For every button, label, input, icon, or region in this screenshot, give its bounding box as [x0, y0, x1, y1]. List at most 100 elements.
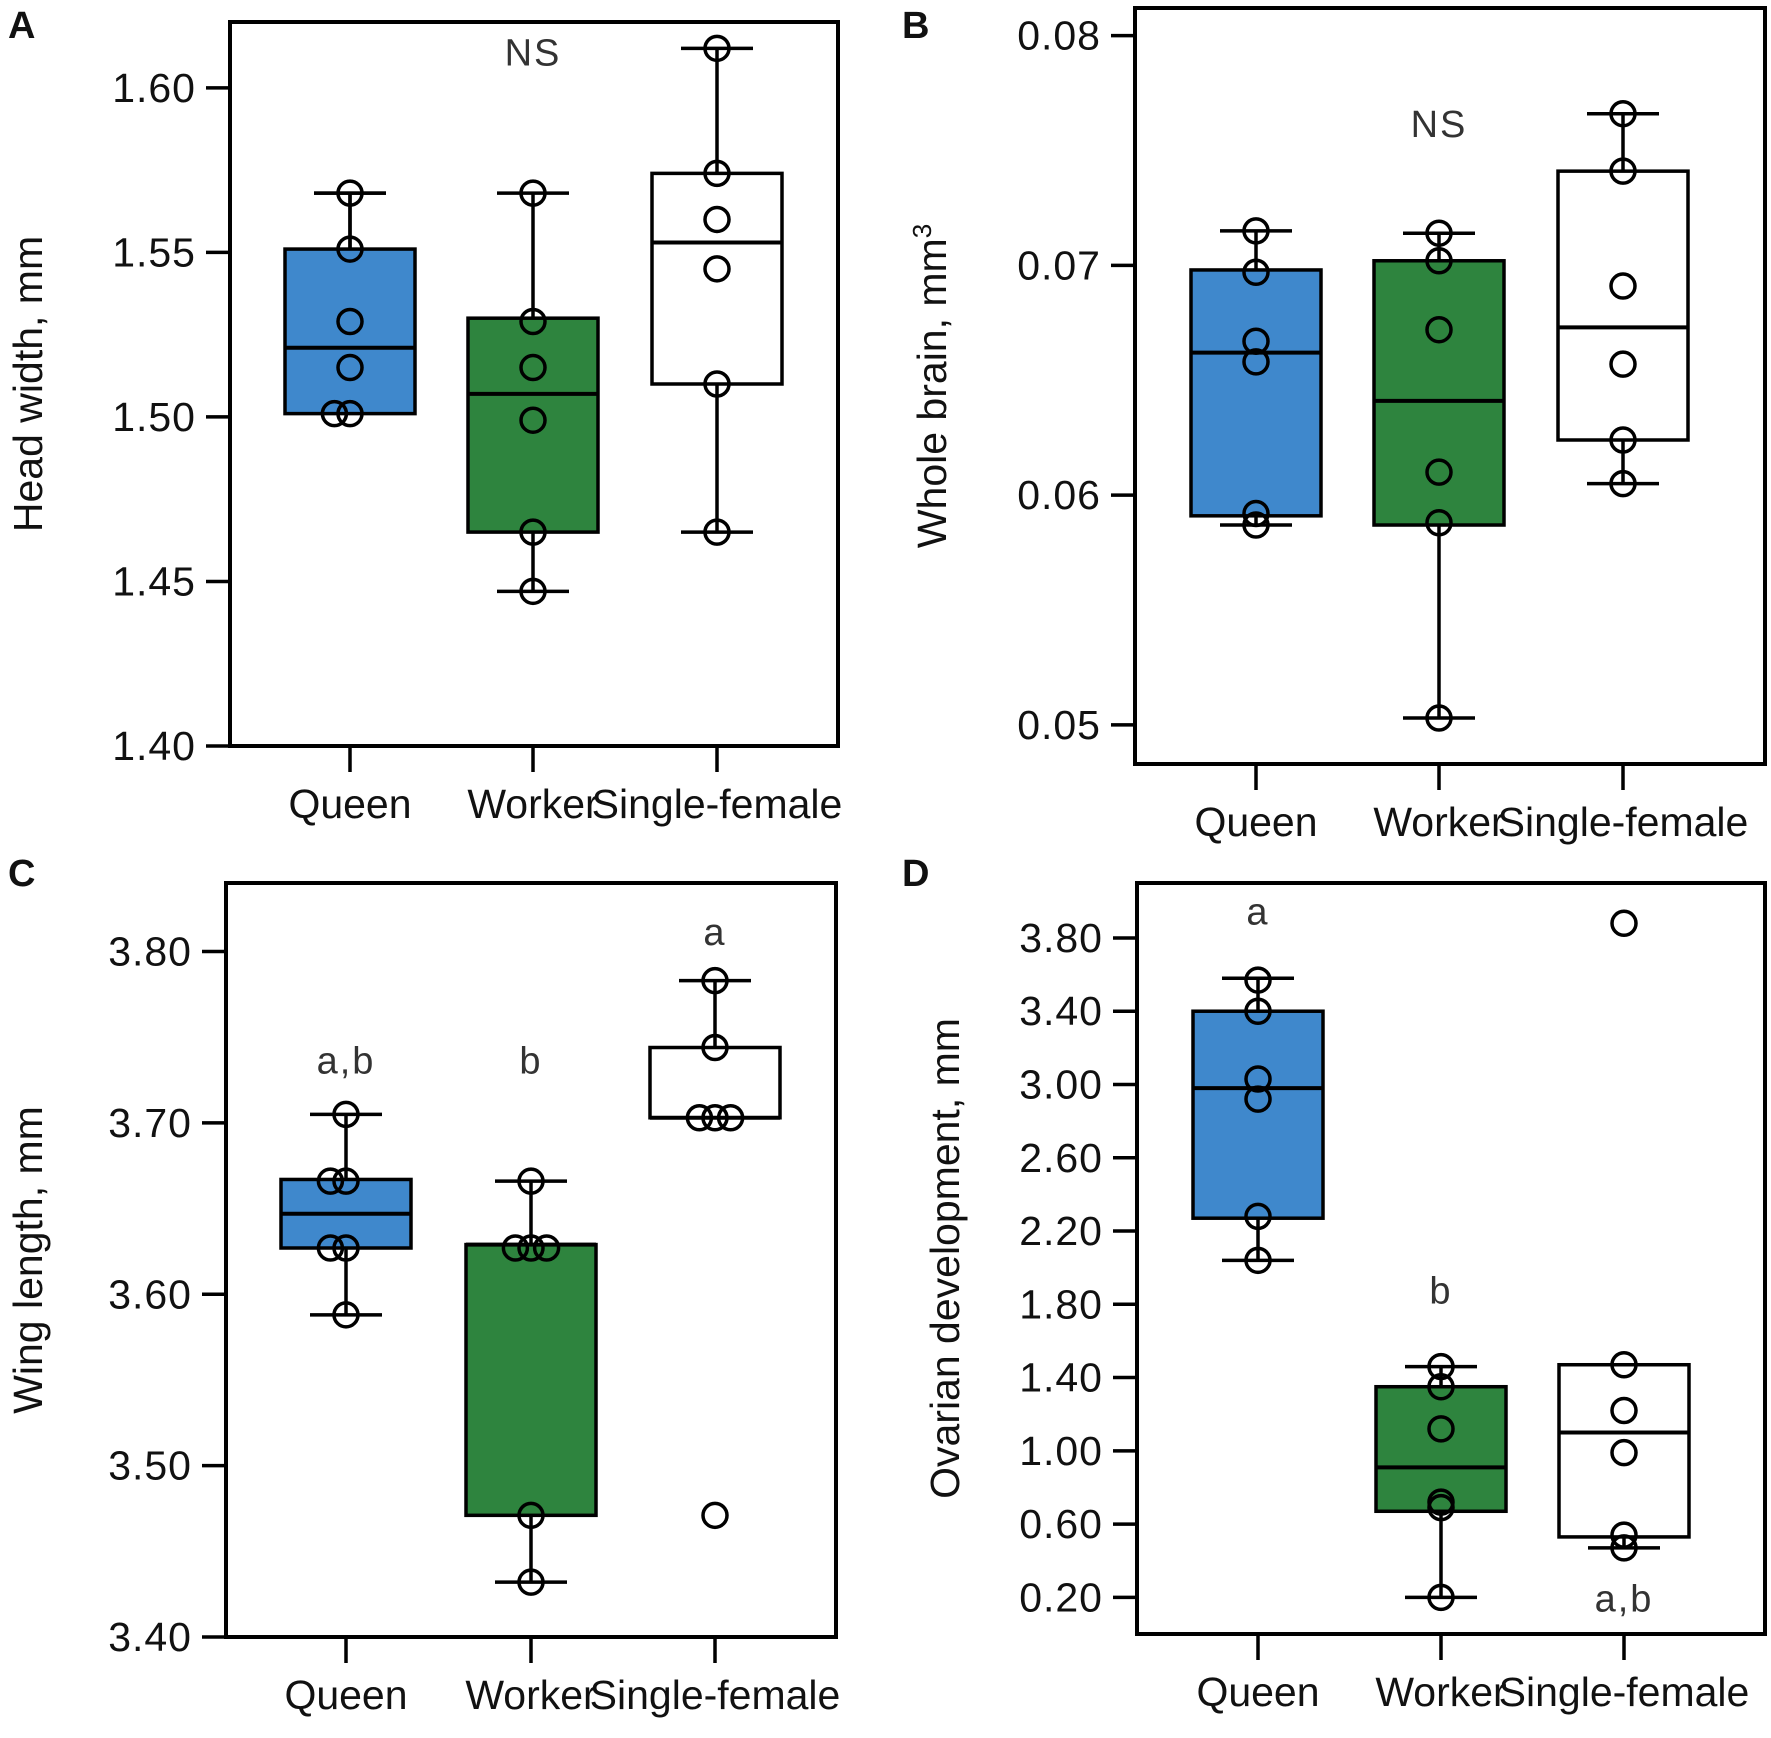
data-point-queen [1244, 1085, 1272, 1113]
data-point-worker [1425, 704, 1453, 732]
significance-label: NS [505, 33, 562, 75]
data-point-single-female [703, 518, 731, 546]
data-point-queen [332, 1234, 360, 1262]
y-tick-label: 0.07 [1017, 242, 1101, 288]
panel-letter: B [902, 5, 929, 47]
box-single-female [650, 171, 784, 386]
data-point-worker [1427, 1583, 1455, 1612]
y-tick-label: 3.40 [1019, 988, 1103, 1034]
data-point-single-female [1609, 426, 1637, 454]
data-point-queen [1244, 1202, 1272, 1231]
data-point-queen [1242, 217, 1270, 245]
data-point-queen [320, 399, 349, 428]
y-tick-label: 1.50 [112, 394, 196, 440]
data-point-single-female [1610, 1534, 1638, 1562]
y-tick-label: 3.80 [108, 929, 192, 975]
data-point-queen [336, 179, 364, 207]
y-axis-title: Ovarian development, mm [922, 1018, 968, 1499]
y-tick-label: 3.50 [108, 1443, 192, 1489]
data-point-single-female [701, 1104, 729, 1132]
data-point-single-female [716, 1104, 745, 1132]
y-tick-label: 2.20 [1019, 1208, 1103, 1254]
box-worker [1372, 259, 1506, 527]
x-tick-label-queen: Queen [1194, 799, 1317, 845]
y-axis-title: Whole brain, mm3 [907, 224, 955, 548]
significance-label: a,b [317, 1041, 376, 1083]
panel-a: A 1.40 1.45 1.50 1.55 1.60 Head width, mm Queen… [5, 5, 842, 827]
data-point-single-female [703, 34, 731, 63]
data-point-single-female [703, 205, 731, 234]
data-point-queen [1244, 966, 1272, 994]
data-point-worker [1427, 1352, 1455, 1381]
data-point-queen [336, 235, 364, 263]
x-tick-label-single-female: Single-female [1498, 799, 1749, 845]
data-point-single-female [1610, 1350, 1638, 1379]
box-queen [1189, 268, 1323, 518]
y-axis-title: Wing length, mm [5, 1106, 51, 1414]
data-point-single-female [701, 1033, 729, 1062]
box-queen [1191, 1009, 1325, 1220]
x-tick-label-queen: Queen [1196, 1669, 1319, 1715]
plot-frame [228, 20, 840, 748]
x-tick-label-worker: Worker [1373, 799, 1504, 845]
data-point-queen [336, 353, 364, 382]
box-single-female [1556, 169, 1690, 442]
y-tick-label: 1.40 [1019, 1355, 1103, 1401]
data-point-queen [336, 399, 364, 428]
data-point-single-female [1610, 1521, 1638, 1549]
panel-b: B 0.05 0.06 0.07 0.08 Whole brain, mm3 Queen Wo… [902, 5, 1767, 845]
box-single-female [1557, 1362, 1691, 1539]
data-point-single-female [1610, 1396, 1638, 1425]
y-tick-label: 0.05 [1017, 702, 1101, 748]
significance-label: b [1429, 1271, 1452, 1313]
box-worker [466, 316, 600, 534]
data-point-single-female [1609, 157, 1637, 185]
data-point-worker [517, 1568, 545, 1596]
panel-letter: A [8, 5, 35, 47]
data-point-queen [316, 1234, 345, 1262]
data-point-worker [519, 307, 547, 336]
data-point-single-female [703, 370, 731, 398]
x-tick-label-worker: Worker [467, 781, 598, 827]
y-tick-label: 3.40 [108, 1614, 192, 1660]
data-point-queen [336, 307, 364, 336]
data-point-queen [332, 1167, 360, 1195]
data-point-worker [517, 1501, 545, 1530]
data-point-worker [517, 1167, 545, 1195]
significance-label: a,b [1595, 1578, 1654, 1620]
y-tick-label: 2.60 [1019, 1135, 1103, 1181]
data-point-worker [519, 518, 547, 546]
data-point-worker [517, 1234, 545, 1262]
data-point-queen [1242, 327, 1270, 355]
data-point-single-female [1609, 272, 1637, 300]
data-point-queen [1244, 1065, 1272, 1093]
y-tick-label: 3.70 [108, 1100, 192, 1146]
y-tick-label: 0.06 [1017, 472, 1101, 518]
x-tick-label-single-female: Single-female [590, 1672, 841, 1718]
box-worker [464, 1242, 598, 1518]
data-point-worker [501, 1234, 530, 1262]
data-point-worker [1425, 458, 1453, 486]
y-tick-label: 3.60 [108, 1271, 192, 1317]
data-point-single-female [1610, 909, 1638, 938]
data-point-single-female [701, 966, 729, 995]
data-point-queen [1242, 499, 1270, 528]
significance-label: a [703, 912, 726, 954]
significance-label: b [519, 1041, 542, 1083]
data-point-queen [1242, 511, 1270, 539]
plot-frame [1135, 881, 1767, 1636]
x-tick-label-worker: Worker [1375, 1669, 1506, 1715]
box-queen [283, 247, 417, 416]
panel-letter: C [8, 853, 35, 895]
data-point-single-female [685, 1104, 714, 1132]
data-point-queen [332, 1100, 360, 1129]
y-tick-label: 0.60 [1019, 1501, 1103, 1547]
panel-c: C 3.40 3.50 3.60 3.70 3.80 Wing length, mm Quee… [5, 853, 840, 1718]
panel-d: D 0.20 0.60 1.00 1.40 1.80 2.20 2.60 3.00 3.40 3.8… [902, 853, 1767, 1715]
box-worker [1374, 1384, 1508, 1514]
x-tick-label-single-female: Single-female [1499, 1669, 1750, 1715]
data-point-worker [532, 1234, 561, 1262]
y-tick-label: 1.45 [112, 558, 196, 604]
y-tick-label: 1.40 [112, 723, 196, 769]
